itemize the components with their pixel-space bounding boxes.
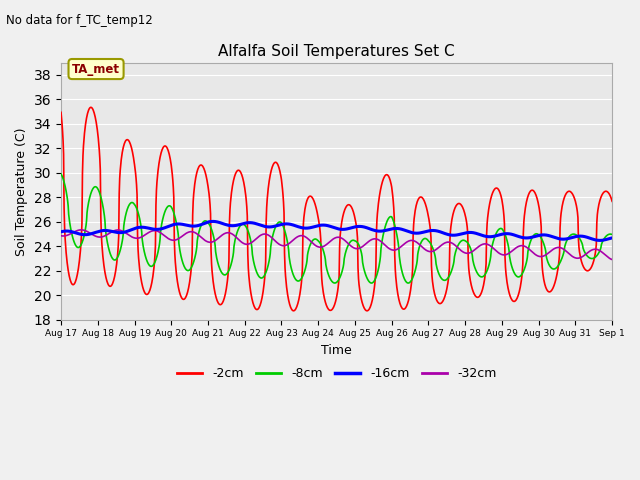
Y-axis label: Soil Temperature (C): Soil Temperature (C) bbox=[15, 127, 28, 255]
Legend: -2cm, -8cm, -16cm, -32cm: -2cm, -8cm, -16cm, -32cm bbox=[172, 362, 501, 385]
X-axis label: Time: Time bbox=[321, 344, 352, 357]
Text: TA_met: TA_met bbox=[72, 62, 120, 75]
Title: Alfalfa Soil Temperatures Set C: Alfalfa Soil Temperatures Set C bbox=[218, 44, 455, 59]
Text: No data for f_TC_temp12: No data for f_TC_temp12 bbox=[6, 14, 153, 27]
